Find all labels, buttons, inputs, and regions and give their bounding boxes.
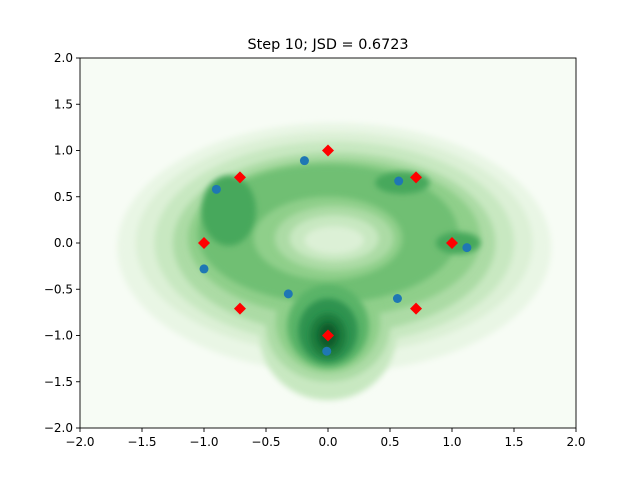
sample-point: [394, 176, 404, 186]
x-tick-label: −0.5: [251, 435, 280, 449]
x-tick-label: 1.0: [442, 435, 461, 449]
target-point: [322, 329, 334, 342]
sample-point: [299, 156, 309, 166]
x-tick-label: 1.5: [504, 435, 523, 449]
x-tick-label: 0.0: [318, 435, 337, 449]
target-point: [233, 302, 246, 315]
target-point: [198, 237, 210, 249]
x-tick-label: −1.0: [189, 435, 218, 449]
y-tick-label: 1.5: [54, 97, 73, 111]
sample-point: [199, 264, 209, 274]
y-tick-label: −0.5: [44, 282, 73, 296]
x-axis: −2.0 −1.5 −1.0 −0.5 0.0 0.5 1.0 1.5 2.0: [65, 428, 586, 449]
y-tick-label: 0.5: [54, 190, 73, 204]
target-point: [233, 171, 246, 184]
x-tick-label: −2.0: [65, 435, 94, 449]
y-tick-label: −1.0: [44, 329, 73, 343]
y-tick-label: −2.0: [44, 421, 73, 435]
sample-point: [392, 294, 402, 303]
x-tick-label: 0.5: [380, 435, 399, 449]
y-tick-label: 1.0: [54, 144, 73, 158]
y-tick-label: 0.0: [54, 236, 73, 250]
chart-title: Step 10; JSD = 0.6723: [247, 37, 408, 53]
density-level-20: [304, 226, 364, 255]
target-point: [410, 171, 423, 184]
x-tick-label: −1.5: [127, 435, 156, 449]
density-contours: [117, 122, 552, 401]
sample-point: [462, 243, 472, 253]
data-points: [198, 144, 472, 356]
target-point: [322, 144, 334, 157]
y-tick-label: −1.5: [44, 375, 73, 389]
x-tick-label: 2.0: [566, 435, 585, 449]
target-point: [410, 302, 423, 315]
sample-point: [322, 346, 332, 356]
y-tick-label: 2.0: [54, 51, 73, 65]
sample-point: [283, 289, 293, 299]
target-point: [446, 237, 458, 249]
y-axis: −2.0 −1.5 −1.0 −0.5 0.0 0.5 1.0 1.5 2.0: [44, 51, 80, 435]
density-level-11: [201, 175, 257, 246]
sample-point: [211, 184, 221, 194]
density-level-13: [435, 231, 481, 255]
